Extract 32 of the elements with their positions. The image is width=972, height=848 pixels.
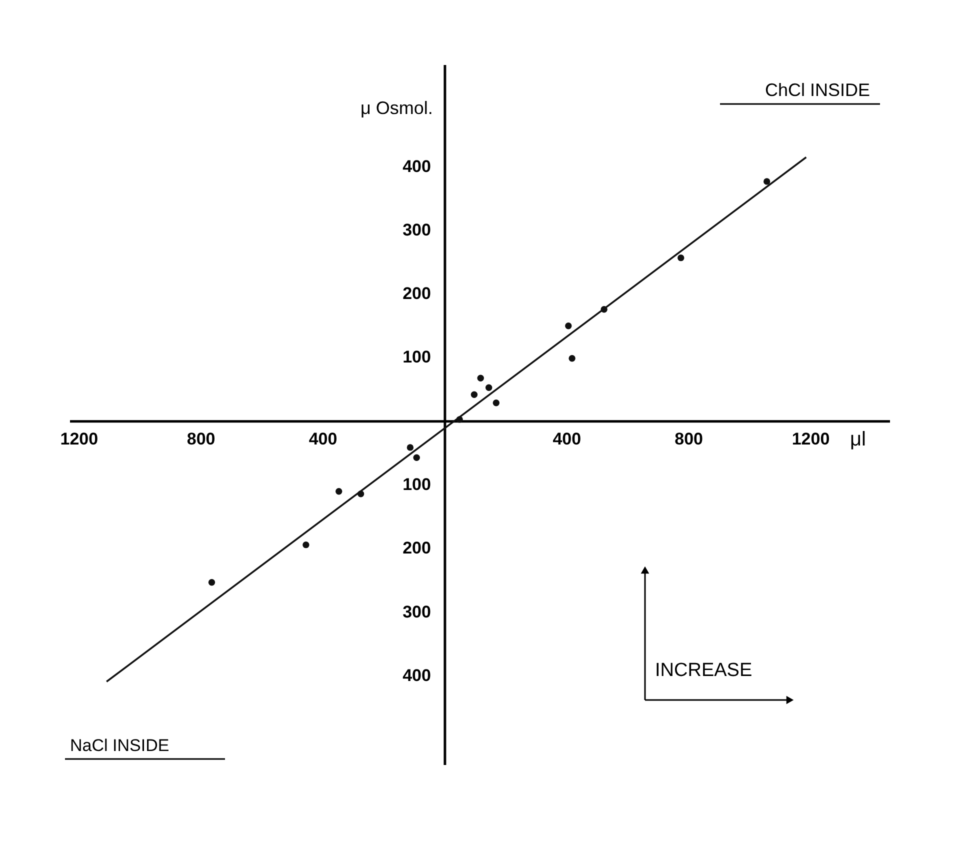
x-axis-title: μl — [850, 428, 866, 450]
y-tick-label: 100 — [402, 475, 431, 494]
annotation: INCREASE — [655, 660, 752, 681]
point — [302, 541, 310, 548]
y-tick-label: 300 — [402, 220, 431, 240]
y-tick-label: 400 — [402, 666, 431, 685]
point — [485, 384, 492, 391]
point — [763, 178, 770, 185]
y-tick-label: 200 — [402, 284, 431, 304]
point — [208, 579, 216, 586]
point — [565, 322, 572, 330]
point — [568, 355, 576, 362]
point — [413, 454, 420, 461]
annotation: ChCl INSIDE — [764, 80, 870, 100]
point — [470, 391, 478, 398]
y-tick-label: 300 — [402, 602, 431, 622]
y-tick-label: 100 — [402, 348, 431, 367]
x-tick-label: 400 — [308, 429, 338, 448]
y-tick-label: 400 — [402, 156, 431, 176]
point — [492, 400, 500, 406]
point — [678, 254, 684, 262]
point — [336, 488, 342, 495]
x-tick-label: 800 — [674, 429, 703, 448]
x-tick-label: 400 — [552, 429, 582, 448]
x-tick-label: 1200 — [792, 429, 830, 448]
y-tick-label: 200 — [402, 538, 431, 558]
point — [406, 444, 414, 451]
x-tick-label: 1200 — [60, 429, 98, 448]
point — [477, 374, 484, 382]
x-tick-label: 800 — [186, 429, 216, 448]
y-axis-title: μ Osmol. — [360, 98, 433, 118]
annotation: NaCl INSIDE — [70, 736, 170, 755]
